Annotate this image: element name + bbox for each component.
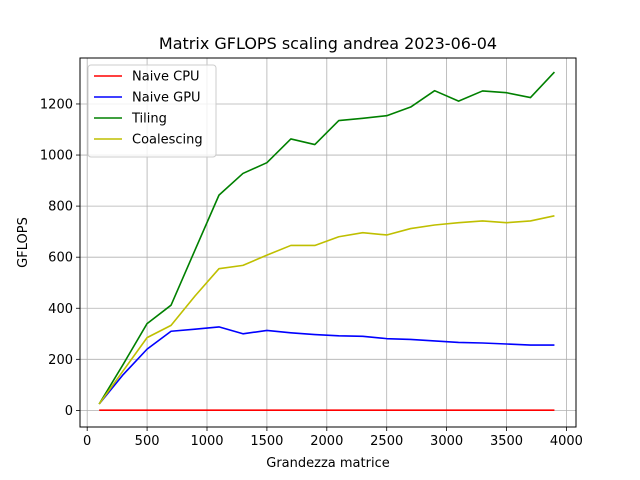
legend-label-naive-cpu: Naive CPU (132, 70, 200, 85)
x-tick-label: 3500 (490, 434, 523, 449)
x-tick-label: 2500 (370, 434, 403, 449)
x-tick-label: 1500 (250, 434, 283, 449)
series-line-tiling (98, 71, 556, 405)
legend-label-coalescing: Coalescing (132, 133, 203, 148)
legend: Naive CPU Naive GPU Tiling Coalescing (87, 64, 217, 158)
x-tick-label: 4000 (550, 434, 583, 449)
y-tick-label: 0 (65, 404, 73, 419)
plot-frame (79, 57, 577, 428)
x-tick-label: 2000 (310, 434, 343, 449)
legend-box (87, 64, 217, 158)
x-tick-label: 1000 (190, 434, 223, 449)
y-tick-label: 600 (48, 251, 73, 266)
legend-label-naive-gpu: Naive GPU (132, 91, 201, 106)
x-tick-label: 500 (135, 434, 160, 449)
legend-label-tiling: Tiling (131, 112, 167, 127)
y-tick-label: 400 (48, 302, 73, 317)
y-tick-label: 1200 (40, 97, 73, 112)
y-axis: 0 200 400 600 800 1000 1200 (40, 97, 80, 419)
x-tick-label: 3000 (430, 434, 463, 449)
chart-title: Matrix GFLOPS scaling andrea 2023-06-04 (159, 34, 497, 53)
y-tick-label: 1000 (40, 149, 73, 164)
series-line-coalescing (98, 215, 555, 405)
series-line-naive-gpu (98, 326, 555, 405)
series-layer (98, 71, 556, 411)
x-axis-label: Grandezza matrice (266, 456, 389, 471)
y-axis-label: GFLOPS (16, 217, 31, 268)
y-tick-label: 800 (48, 200, 73, 215)
x-tick-label: 0 (83, 434, 91, 449)
y-tick-label: 200 (48, 353, 73, 368)
x-axis: 0 500 1000 1500 2000 2500 3000 3500 4000 (83, 427, 583, 449)
